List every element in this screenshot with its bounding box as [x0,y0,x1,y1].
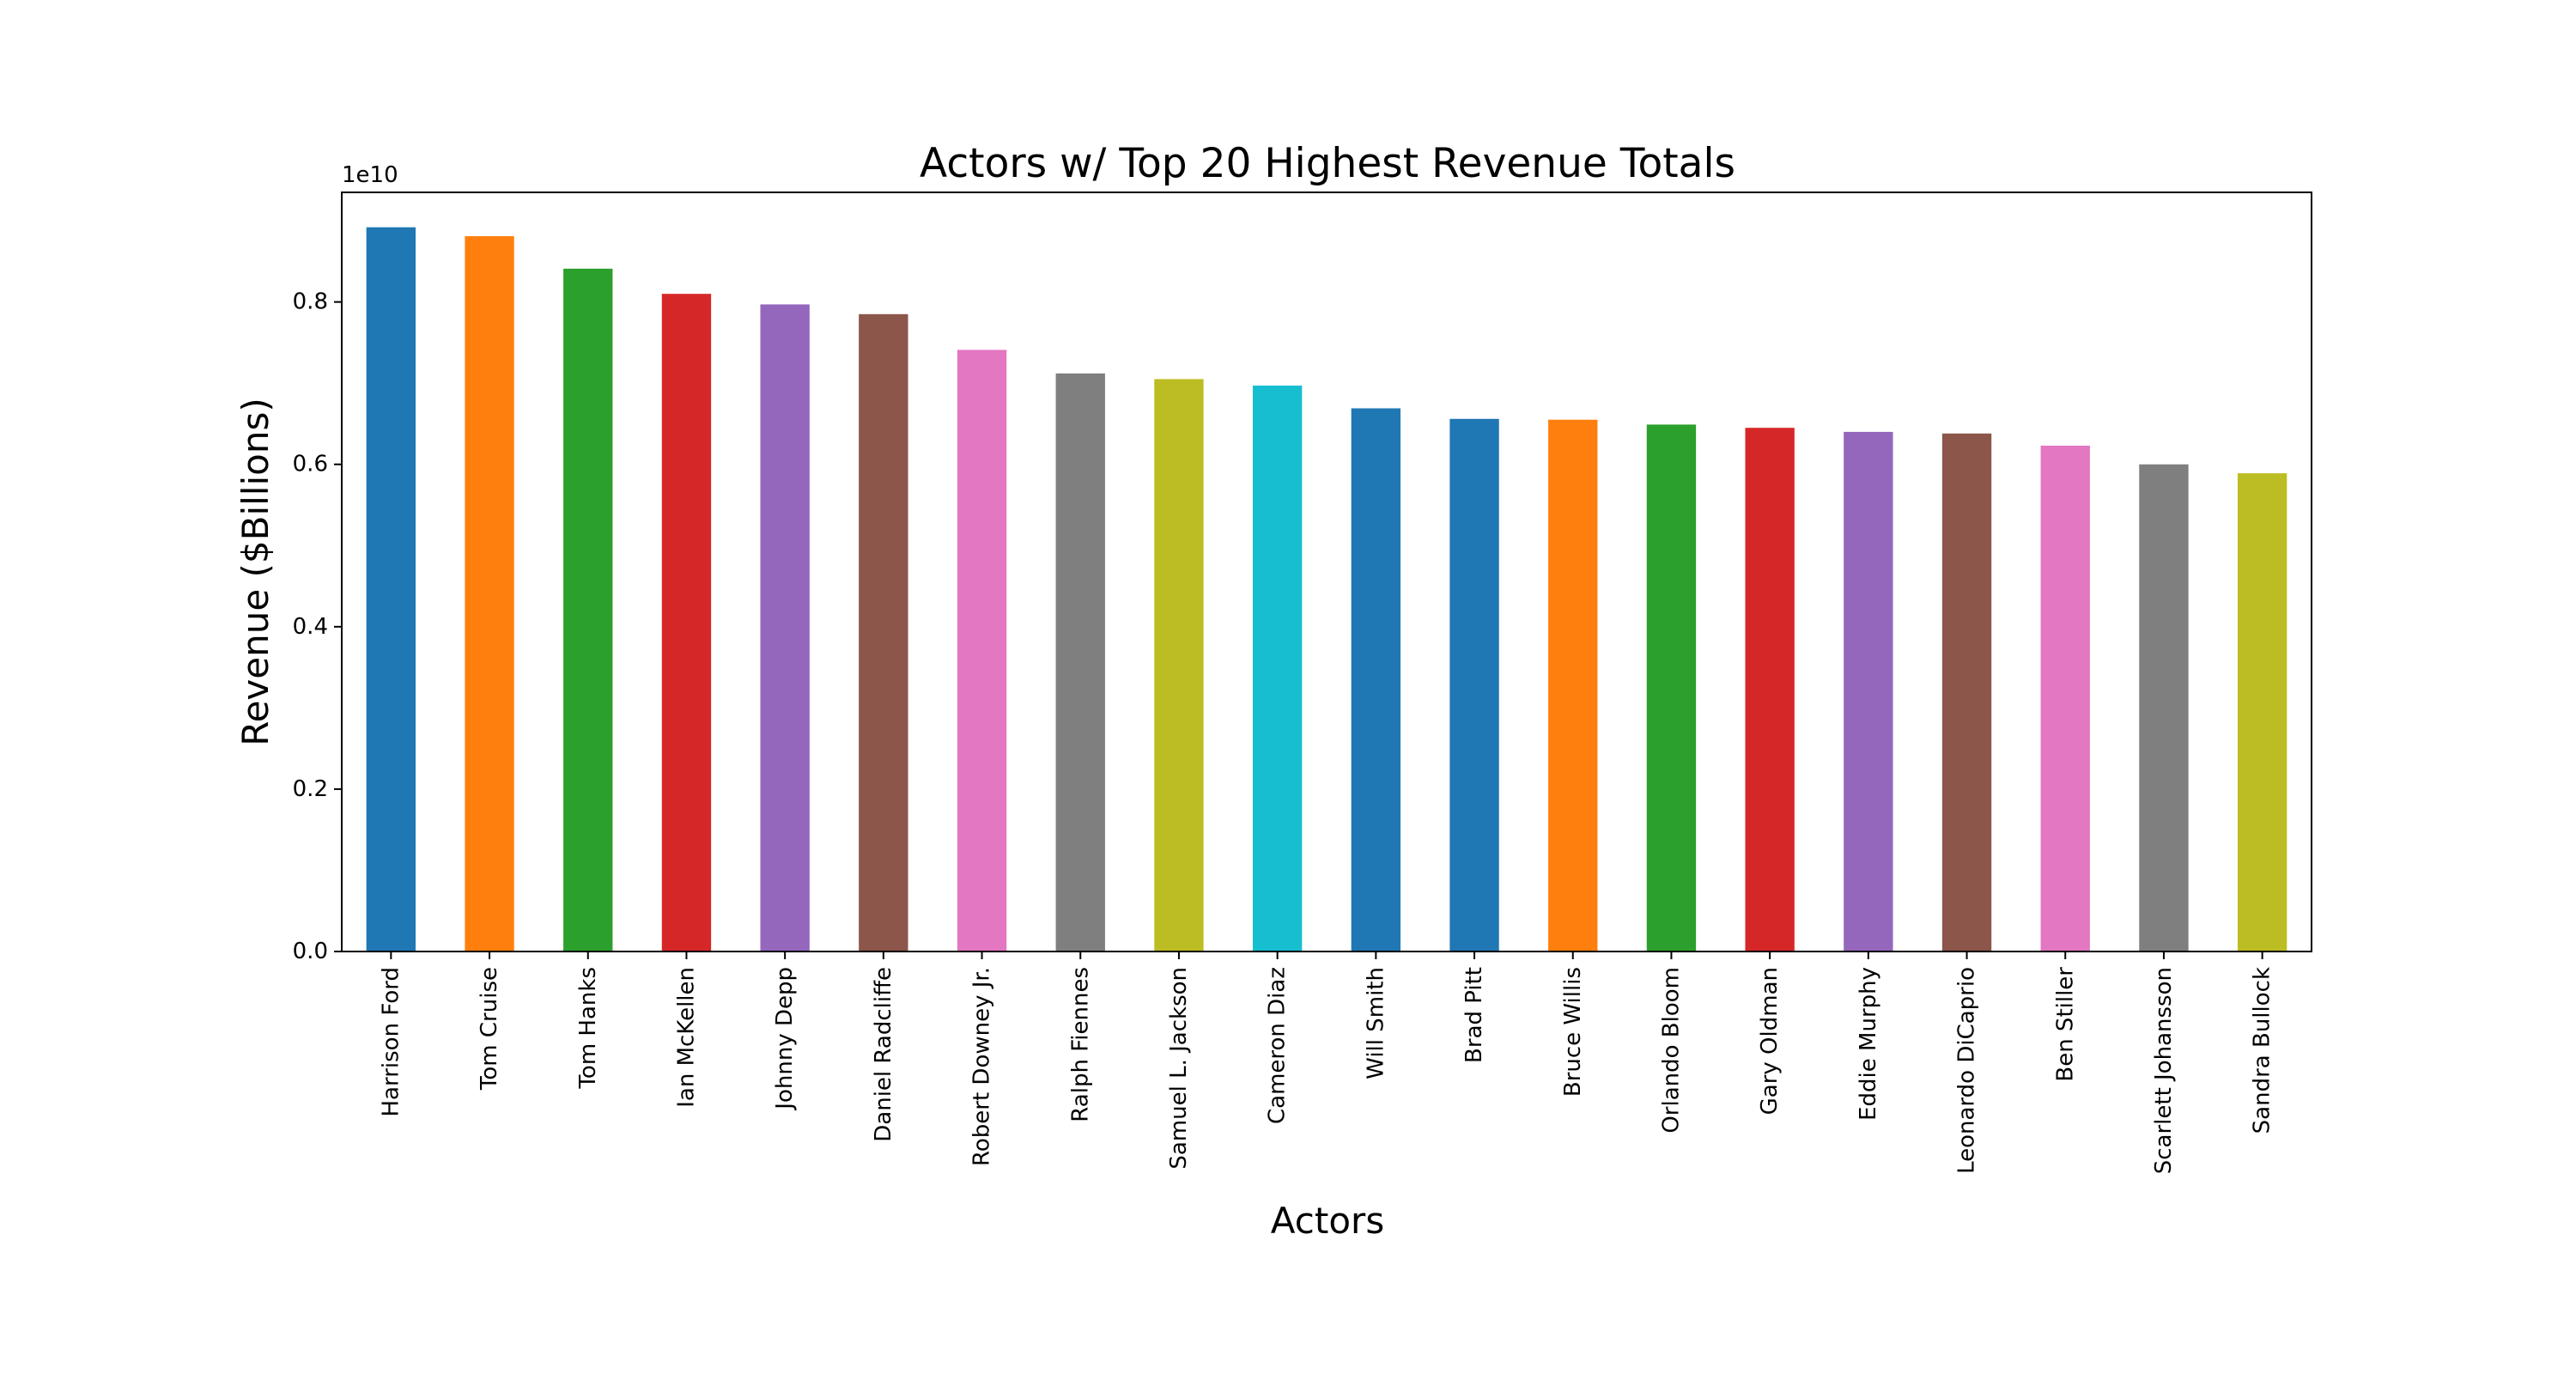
bar [563,268,613,951]
bar [465,236,514,951]
x-tick-label: Samuel L. Jackson [1166,967,1192,1170]
y-tick-label: 0.4 [293,614,328,640]
x-tick-label: Bruce Willis [1560,967,1586,1097]
bar [366,227,416,951]
x-tick-label: Johnny Depp [772,967,798,1111]
bar [2139,464,2189,951]
x-tick-label: Scarlett Johansson [2151,967,2177,1174]
bar [1844,431,1893,951]
x-axis-label: Actors [1271,1200,1384,1242]
x-tick-label: Brad Pitt [1461,967,1487,1063]
chart-title: Actors w/ Top 20 Highest Revenue Totals [920,140,1735,187]
x-tick-label: Ian McKellen [673,967,699,1108]
x-tick-label: Ralph Fiennes [1067,967,1093,1122]
y-axis-ticks: 0.0 0.2 0.4 0.6 0.8 [293,289,342,964]
x-tick-label: Orlando Bloom [1658,967,1684,1134]
x-tick-label: Harrison Ford [378,967,404,1117]
bar [1252,386,1303,951]
bar [957,350,1007,951]
x-tick-label: Tom Hanks [575,967,601,1090]
bar [1351,408,1401,951]
y-tick-label: 0.6 [293,452,328,477]
y-tick-label: 0.2 [293,776,328,802]
bar [1941,433,1992,951]
x-tick-label: Will Smith [1363,967,1388,1079]
plot-area-frame [341,192,2312,952]
bar [1154,379,1204,951]
x-tick-label: Eddie Murphy [1856,967,1881,1121]
x-tick-label: Leonardo DiCaprio [1954,967,1980,1174]
bar [1745,428,1795,951]
x-tick-label: Tom Cruise [477,967,502,1091]
bar [2040,445,2090,951]
bar [2237,473,2287,951]
x-axis-ticks: Harrison Ford Tom Cruise Tom Hanks Ian McKe… [378,951,2275,1174]
y-axis-offset-text: 1e10 [342,162,398,188]
y-axis-label: Revenue ($Billions) [234,398,276,745]
bar [1055,373,1105,952]
x-tick-label: Sandra Bullock [2250,967,2275,1134]
x-tick-label: Gary Oldman [1757,967,1783,1115]
y-tick-label: 0.0 [293,939,328,964]
bar [1449,418,1499,951]
x-tick-label: Robert Downey Jr. [969,967,995,1166]
bars-group [366,227,2287,952]
bar [859,313,908,951]
bar [661,294,712,951]
bar [760,304,810,952]
x-tick-label: Ben Stiller [2052,967,2078,1082]
x-tick-label: Cameron Diaz [1265,967,1291,1124]
bar [1548,419,1598,952]
x-tick-label: Daniel Radcliffe [871,967,896,1142]
bar [1646,424,1697,951]
y-tick-label: 0.8 [293,289,328,315]
